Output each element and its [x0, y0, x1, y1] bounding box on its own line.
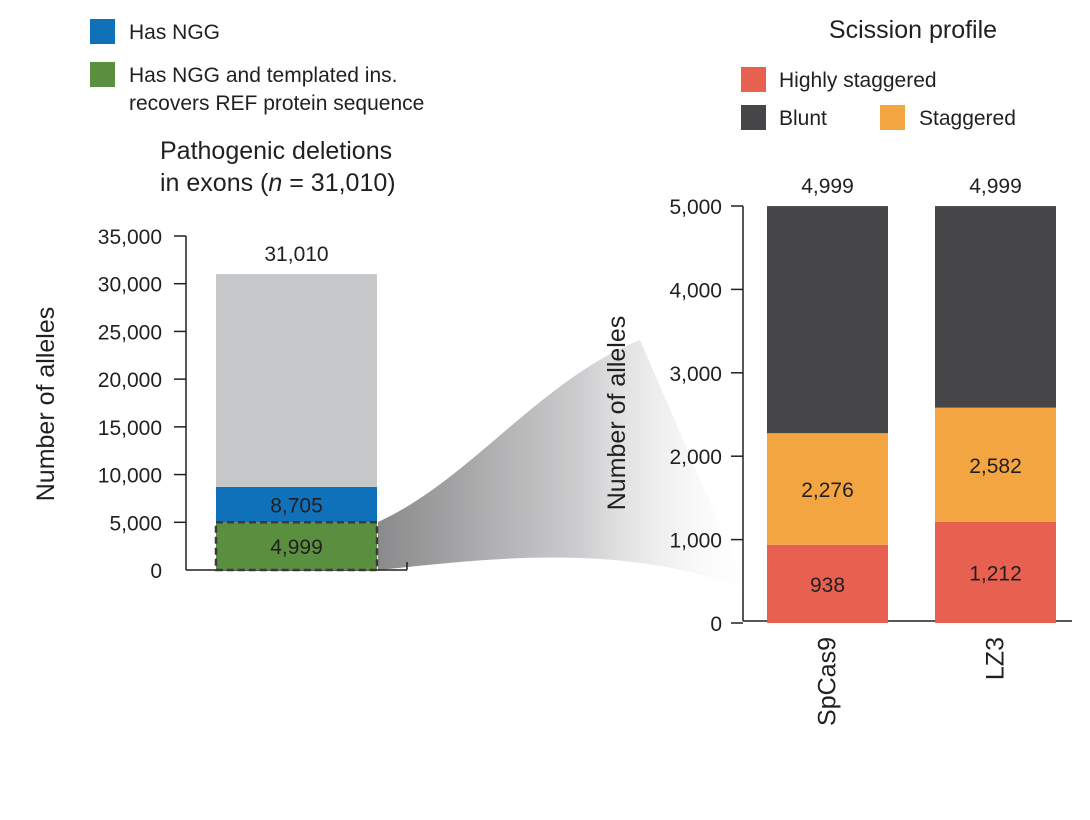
right-x-tick-label-lz3: LZ3 [982, 637, 1010, 680]
legend-label-blunt: Blunt [779, 107, 827, 130]
legend-label-has-ngg: Has NGG [129, 21, 220, 44]
left-y-axis-label: Number of alleles [32, 307, 60, 502]
right-bar-lz3-staggered [935, 407, 1056, 522]
left-y-tick-25000-label: 25,000 [98, 321, 162, 344]
left-bar-total-has-ngg [216, 486, 377, 523]
right-bar-lz3-blunt [935, 206, 1056, 408]
right-y-tick-0-label: 0 [710, 613, 722, 636]
right-bar-spcas9-staggered [767, 433, 888, 545]
right-x-tick-label-spcas9: SpCas9 [814, 637, 842, 726]
legend-label-templated-ins-line2: recovers REF protein sequence [129, 92, 424, 115]
legend-swatch-blunt [741, 105, 766, 130]
left-bar-label-total-has-ngg-and-templated-ins-recovers-ref-protein-sequence: 4,999 [270, 536, 323, 559]
right-bar-label-spcas9-staggered: 2,276 [801, 479, 854, 502]
right-legend: Scission profile Highly staggered Blunt … [741, 16, 1016, 130]
legend-swatch-staggered [880, 105, 905, 130]
right-bar-spcas9-blunt [767, 206, 888, 434]
left-y-tick-10000-label: 10,000 [98, 465, 162, 488]
left-bars: 4,999 8,705 31,010 [214, 243, 379, 572]
legend-label-staggered: Staggered [919, 107, 1016, 130]
legend-swatch-templated-ins [90, 62, 115, 87]
left-y-tick-35000-label: 35,000 [98, 226, 162, 249]
legend-swatch-has-ngg [90, 19, 115, 44]
right-y-tick-2000-label: 2,000 [669, 446, 722, 469]
left-y-tick-20000-label: 20,000 [98, 369, 162, 392]
legend-label-templated-ins-line1: Has NGG and templated ins. [129, 64, 397, 87]
left-y-tick-5000-label: 5,000 [109, 512, 162, 535]
right-y-tick-5000-label: 5,000 [669, 196, 722, 219]
left-total-label-total: 31,010 [264, 243, 328, 266]
right-bars: 938 2,276 4,999 SpCas9 1,212 2,582 4,999 LZ3 [767, 175, 1056, 726]
left-chart-title-line2: in exons (n = 31,010) [160, 169, 396, 197]
left-bar-label-total-has-ngg: 8,705 [270, 495, 323, 518]
right-bar-label-lz3-highly-staggered: 1,212 [969, 562, 1022, 585]
right-chart: Number of alleles 0 1,000 2,000 3,000 4,000 5… [603, 175, 1072, 726]
legend-label-highly-staggered: Highly staggered [779, 69, 937, 92]
left-chart-title-italic: n [268, 169, 282, 197]
right-total-label-spcas9: 4,999 [801, 175, 854, 198]
left-bar-total-has-ngg-and-templated-ins-recovers-ref-protein-sequence [216, 522, 377, 570]
left-y-tick-0-label: 0 [150, 560, 162, 583]
right-bar-lz3-highly-staggered [935, 521, 1056, 623]
left-chart: Number of alleles 0 5,000 10,000 15,000 20,0… [32, 226, 408, 583]
right-y-tick-4000-label: 4,000 [669, 279, 722, 302]
right-legend-title: Scission profile [829, 16, 997, 44]
right-y-axis-label: Number of alleles [603, 316, 631, 511]
right-bar-spcas9-highly-staggered [767, 544, 888, 623]
right-y-axis: 0 1,000 2,000 3,000 4,000 5,000 [669, 196, 1072, 636]
right-y-tick-1000-label: 1,000 [669, 530, 722, 553]
right-y-tick-3000-label: 3,000 [669, 363, 722, 386]
left-y-tick-15000-label: 15,000 [98, 417, 162, 440]
left-y-tick-30000-label: 30,000 [98, 274, 162, 297]
right-bar-label-lz3-staggered: 2,582 [969, 455, 1022, 478]
left-highlight-box [214, 521, 379, 572]
right-bar-label-spcas9-highly-staggered: 938 [810, 574, 845, 597]
left-legend: Has NGG Has NGG and templated ins. recov… [90, 19, 424, 115]
left-bar-total-series-2 [216, 274, 377, 487]
left-y-axis: 0 5,000 10,000 15,000 20,000 25,000 30,000 35,0… [98, 226, 408, 583]
zoom-connector [378, 340, 748, 590]
left-chart-title-suffix: = 31,010) [282, 169, 395, 197]
legend-swatch-highly-staggered [741, 67, 766, 92]
left-chart-title-line1: Pathogenic deletions [160, 137, 392, 165]
right-total-label-lz3: 4,999 [969, 175, 1022, 198]
left-chart-title-prefix: in exons ( [160, 169, 269, 197]
